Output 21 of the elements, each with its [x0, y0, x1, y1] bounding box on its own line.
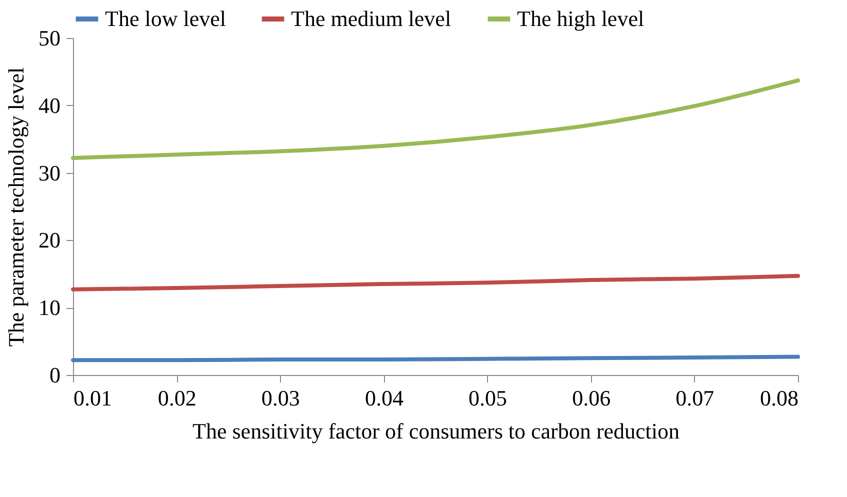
y-tick-label: 50 [38, 26, 60, 50]
legend-label: The high level [517, 6, 644, 31]
y-axis-title: The parameter technology level [4, 67, 28, 347]
y-tick-label: 10 [38, 295, 60, 320]
line-series [71, 78, 800, 160]
x-tick-label: 0.01 [74, 386, 112, 410]
legend-label: The low level [105, 6, 226, 31]
y-tick-label: 0 [50, 362, 60, 388]
y-tick-label: 40 [38, 92, 60, 118]
x-tick-label: 0.05 [468, 386, 508, 410]
x-tick-label: 0.02 [158, 386, 196, 410]
line-series [71, 274, 800, 292]
x-axis-title: The sensitivity factor of consumers to carbon reduction [192, 418, 680, 444]
x-tick-label: 0.08 [760, 386, 798, 410]
x-tick-label: 0.06 [572, 386, 611, 410]
x-tick-label: 0.03 [261, 386, 300, 410]
x-tick-label: 0.07 [676, 386, 714, 410]
x-tick-label: 0.04 [364, 386, 404, 410]
legend-label: The medium level [291, 6, 452, 31]
y-tick-label: 20 [38, 228, 60, 253]
y-tick-label: 30 [38, 160, 60, 186]
